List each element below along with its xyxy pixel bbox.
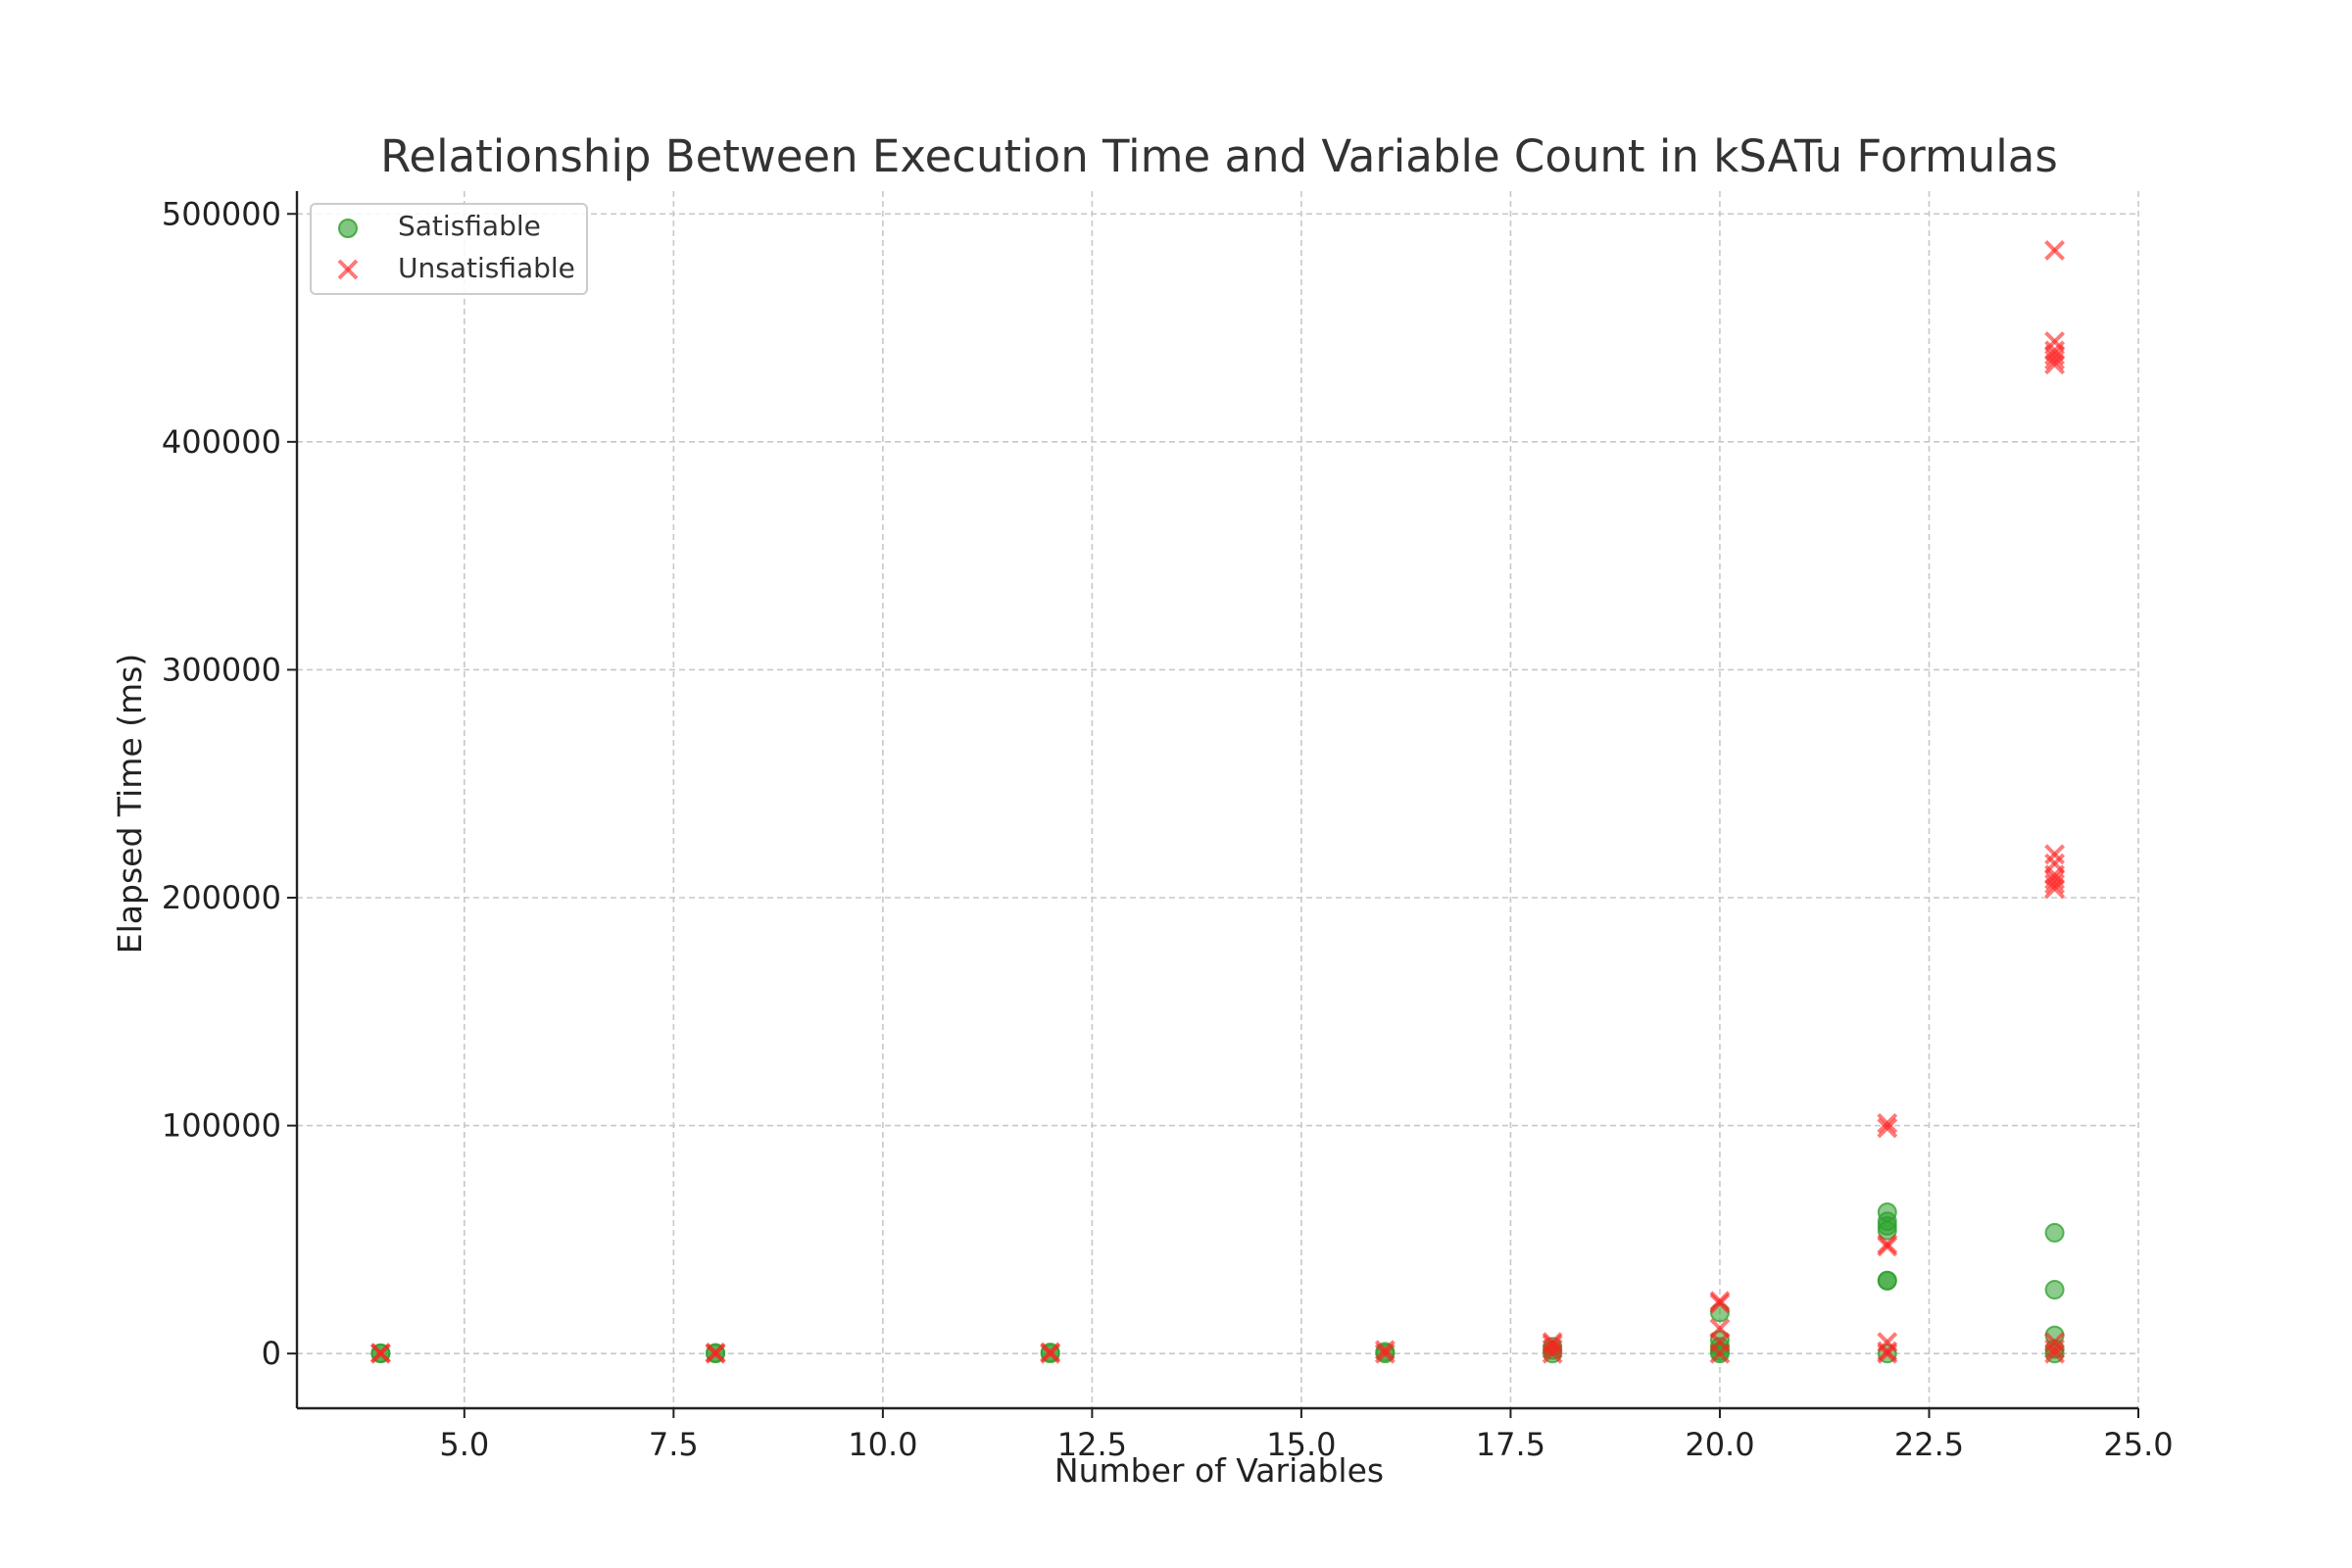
point-unsatisfiable (1542, 1332, 1563, 1352)
point-unsatisfiable (2044, 240, 2066, 261)
grid (297, 191, 2139, 1408)
legend-label-unsatisfiable: Unsatisfiable (398, 252, 575, 284)
point-unsatisfiable (2044, 1339, 2066, 1359)
point-unsatisfiable (1877, 1112, 1898, 1134)
point-unsatisfiable (1877, 1234, 1898, 1254)
y-tick-label: 400000 (162, 423, 281, 461)
x-tick-label: 25.0 (2103, 1426, 2173, 1463)
point-unsatisfiable (1542, 1339, 1563, 1359)
axes: 5.0 7.5 10.0 12.5 15.0 17.5 20.0 22.5 25.0 0 10000… (162, 191, 2174, 1463)
x-tick-label: 22.5 (1894, 1426, 1964, 1463)
y-tick-label: 0 (262, 1335, 281, 1372)
data-points (369, 240, 2066, 1364)
x-tick-label: 17.5 (1476, 1426, 1545, 1463)
y-tick-label: 500000 (162, 195, 281, 232)
point-satisfiable (2044, 1280, 2065, 1300)
point-unsatisfiable (2044, 331, 2066, 352)
point-unsatisfiable (1374, 1340, 1396, 1361)
point-unsatisfiable (1709, 1291, 1731, 1312)
x-tick-label: 7.5 (649, 1426, 699, 1463)
point-satisfiable (1877, 1270, 1897, 1291)
point-unsatisfiable (369, 1343, 391, 1363)
point-unsatisfiable (1709, 1318, 1731, 1340)
x-tick-label: 5.0 (439, 1426, 489, 1463)
point-satisfiable (2044, 1222, 2065, 1243)
y-tick-label: 200000 (162, 879, 281, 916)
point-unsatisfiable (1040, 1342, 1061, 1363)
point-satisfiable (1877, 1201, 1897, 1222)
x-tick-label: 12.5 (1057, 1426, 1127, 1463)
point-unsatisfiable (2044, 853, 2066, 874)
legend: Satisfiable Unsatisfiable (310, 203, 588, 295)
x-tick-label: 20.0 (1685, 1426, 1754, 1463)
y-tick-label: 100000 (162, 1107, 281, 1145)
point-unsatisfiable (1877, 1117, 1898, 1139)
point-unsatisfiable (705, 1342, 726, 1363)
y-tick-label: 300000 (162, 651, 281, 688)
legend-marker-satisfiable (338, 219, 358, 238)
point-unsatisfiable (2044, 844, 2066, 865)
point-unsatisfiable (1374, 1343, 1396, 1364)
x-axis-label: Number of Variables (1054, 1451, 1384, 1490)
y-axis-label: Elapsed Time (ms) (111, 654, 149, 954)
x-tick-label: 15.0 (1266, 1426, 1336, 1463)
x-tick-label: 10.0 (848, 1426, 917, 1463)
legend-box (310, 203, 588, 295)
chart-title: Relationship Between Execution Time and … (380, 130, 2058, 182)
point-unsatisfiable (2044, 1332, 2066, 1352)
point-unsatisfiable (2044, 868, 2066, 890)
legend-marker-unsatisfiable (337, 259, 359, 280)
point-unsatisfiable (1877, 1332, 1898, 1352)
legend-label-satisfiable: Satisfiable (398, 210, 541, 242)
